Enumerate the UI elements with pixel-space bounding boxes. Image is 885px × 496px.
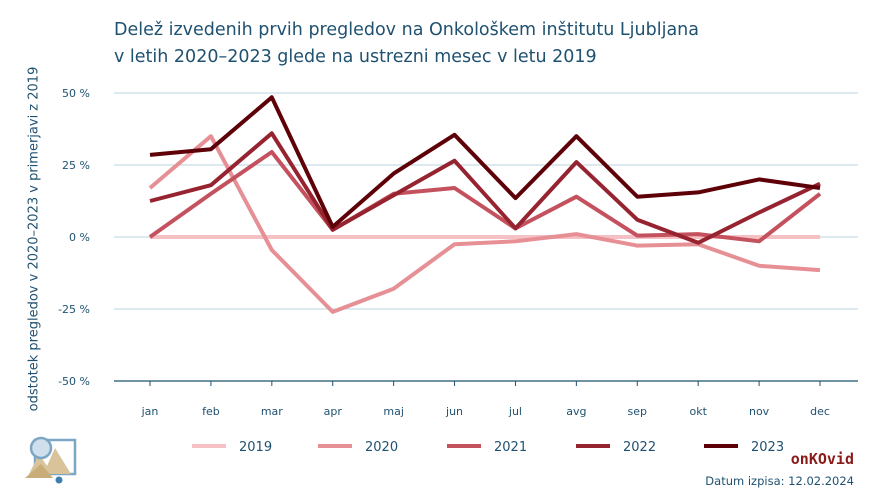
x-tick-label: feb <box>202 405 220 418</box>
series-line-2021 <box>148 150 822 244</box>
legend-label-2020: 2020 <box>365 440 398 455</box>
x-tick-label: jun <box>445 405 463 418</box>
x-tick-label: maj <box>383 405 404 418</box>
x-tick-label: apr <box>324 405 343 418</box>
x-tick-label: avg <box>566 405 586 418</box>
x-tick-label: dec <box>810 405 830 418</box>
print-date: Datum izpisa: 12.02.2024 <box>705 474 854 488</box>
y-tick-label: 50 % <box>62 87 90 100</box>
chart-picture-icon <box>25 436 77 484</box>
x-tick-label: mar <box>261 405 283 418</box>
title-line-2: v letih 2020–2023 glede na ustrezni mese… <box>114 47 597 67</box>
x-tick-label: jan <box>141 405 159 418</box>
x-tick-label: okt <box>689 405 707 418</box>
series-line-2023 <box>149 95 821 229</box>
x-tick-label: sep <box>628 405 647 418</box>
x-tick-label: jul <box>508 405 522 418</box>
legend-label-2023: 2023 <box>751 440 784 455</box>
title-line-1: Delež izvedenih prvih pregledov na Onkol… <box>114 20 699 40</box>
series-line-2022 <box>149 131 821 245</box>
y-tick-label: -25 % <box>58 303 90 316</box>
y-tick-label: -50 % <box>58 375 90 388</box>
legend-label-2021: 2021 <box>494 440 527 455</box>
y-tick-label: 0 % <box>69 231 90 244</box>
y-tick-label: 25 % <box>62 159 90 172</box>
brand-name: onKOvid <box>790 450 854 468</box>
series-line-2020 <box>148 134 821 314</box>
legend-label-2022: 2022 <box>623 440 656 455</box>
legend-label-2019: 2019 <box>239 440 272 455</box>
x-tick-label: nov <box>749 405 770 418</box>
chart-title: Delež izvedenih prvih pregledov na Onkol… <box>114 17 814 71</box>
